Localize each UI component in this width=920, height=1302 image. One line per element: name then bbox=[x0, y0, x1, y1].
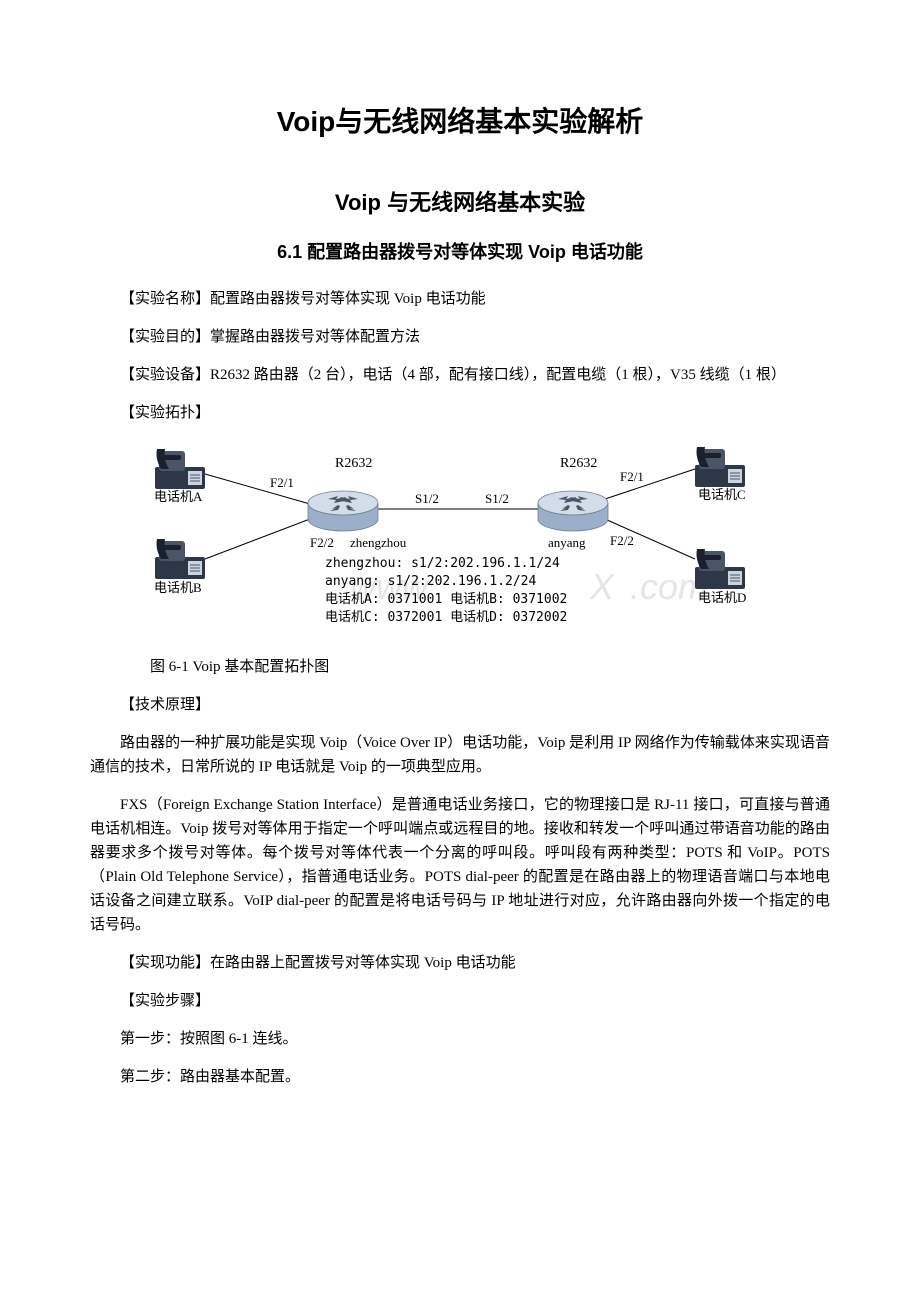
router-left-icon bbox=[308, 491, 378, 531]
para-function: 【实现功能】在路由器上配置拨号对等体实现 Voip 电话功能 bbox=[90, 951, 830, 975]
port-f21-right: F2/1 bbox=[620, 469, 644, 484]
port-f22-right: F2/2 bbox=[610, 533, 634, 548]
phone-d-label: 电话机D bbox=[698, 590, 746, 605]
para-theory-2: FXS（Foreign Exchange Station Interface）是… bbox=[90, 793, 830, 937]
hostname-right: anyang bbox=[548, 535, 586, 550]
router-right-icon bbox=[538, 491, 608, 531]
hostname-left: zhengzhou bbox=[350, 535, 407, 550]
port-s12-left: S1/2 bbox=[415, 491, 439, 506]
topology-diagram: www X .com 电话机A 电话机B 电话机C 电话机D R2632 R26… bbox=[150, 439, 830, 649]
port-f22-left: F2/2 bbox=[310, 535, 334, 550]
para-name: 【实验名称】配置路由器拨号对等体实现 Voip 电话功能 bbox=[90, 287, 830, 311]
title-main: Voip与无线网络基本实验解析 bbox=[90, 100, 830, 145]
title-section: 6.1 配置路由器拨号对等体实现 Voip 电话功能 bbox=[90, 238, 830, 267]
router-left-model: R2632 bbox=[335, 456, 372, 471]
para-equipment: 【实验设备】R2632 路由器（2 台），电话（4 部，配有接口线），配置电缆（… bbox=[90, 363, 830, 387]
para-topology: 【实验拓扑】 bbox=[90, 401, 830, 425]
phone-a-label: 电话机A bbox=[154, 489, 203, 504]
para-step-2: 第二步：路由器基本配置。 bbox=[90, 1065, 830, 1089]
info-line-3: 电话机A: 0371001 电话机B: 0371002 bbox=[325, 592, 567, 607]
para-purpose: 【实验目的】掌握路由器拨号对等体配置方法 bbox=[90, 325, 830, 349]
phone-c-icon bbox=[695, 447, 745, 487]
para-steps-heading: 【实验步骤】 bbox=[90, 989, 830, 1013]
port-f21-left: F2/1 bbox=[270, 475, 294, 490]
phone-d-icon bbox=[695, 549, 745, 589]
para-step-1: 第一步：按照图 6-1 连线。 bbox=[90, 1027, 830, 1051]
info-line-1: zhengzhou: s1/2:202.196.1.1/24 bbox=[325, 556, 560, 571]
phone-a-icon bbox=[155, 449, 205, 489]
router-right-model: R2632 bbox=[560, 456, 597, 471]
para-theory-1: 路由器的一种扩展功能是实现 Voip（Voice Over IP）电话功能，Vo… bbox=[90, 731, 830, 779]
info-line-4: 电话机C: 0372001 电话机D: 0372002 bbox=[325, 610, 567, 625]
title-sub: Voip 与无线网络基本实验 bbox=[90, 185, 830, 220]
info-line-2: anyang: s1/2:202.196.1.2/24 bbox=[325, 574, 536, 589]
phone-b-icon bbox=[155, 539, 205, 579]
para-theory-heading: 【技术原理】 bbox=[90, 693, 830, 717]
watermark-dot: X bbox=[589, 566, 616, 607]
diagram-caption: 图 6-1 Voip 基本配置拓扑图 bbox=[150, 655, 830, 679]
port-s12-right: S1/2 bbox=[485, 491, 509, 506]
phone-b-label: 电话机B bbox=[154, 580, 202, 595]
phone-c-label: 电话机C bbox=[698, 487, 746, 502]
